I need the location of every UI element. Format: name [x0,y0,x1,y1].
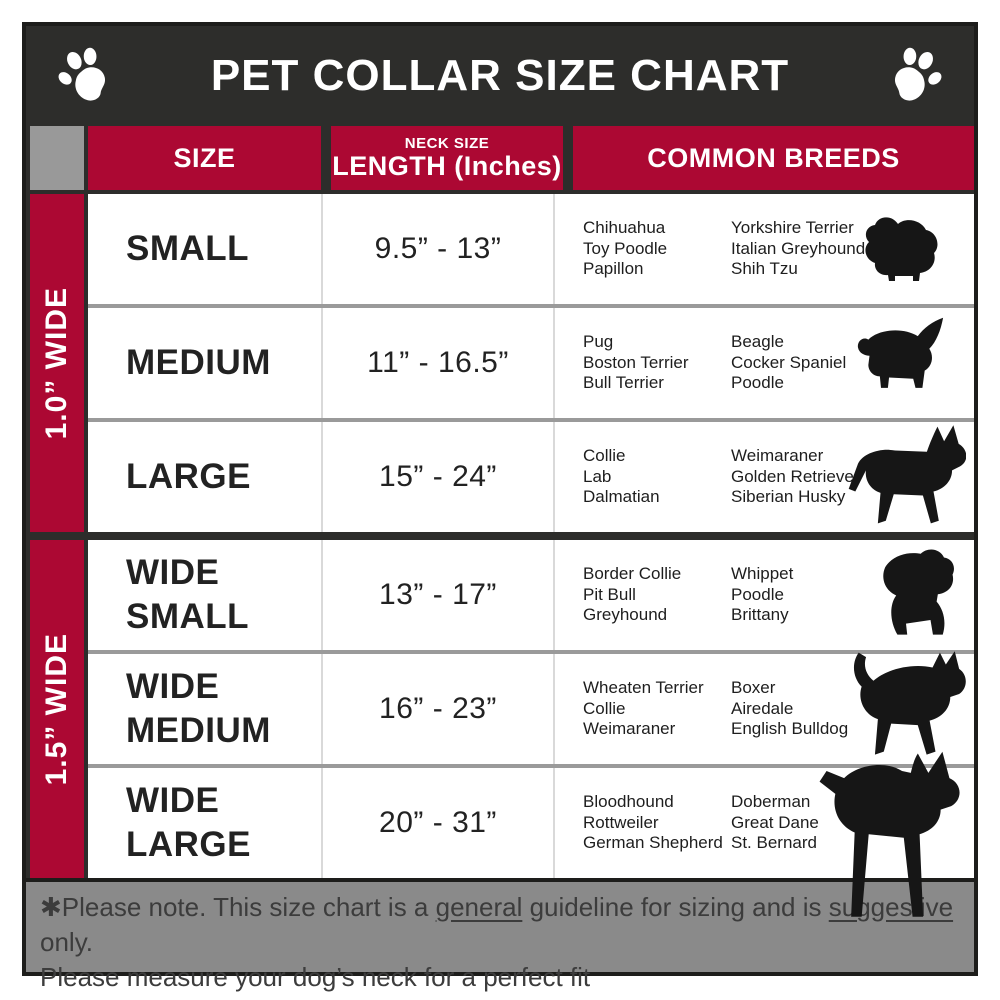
row-divider [88,764,974,768]
shepherd-silhouette-icon [848,422,974,532]
column-header-size: SIZE [88,126,321,190]
table-row-large: LARGE 15” - 24” Collie Lab Dalmatian Wei… [88,422,974,532]
width-group-label: 1.0” WIDE [40,286,73,440]
footer-note-line1: ✱Please note. This size chart is a gener… [40,890,960,960]
breed-list: Weimaraner Golden Retriever Siberian Hus… [731,445,860,507]
size-chart-poster: PET COLLAR SIZE CHART 1.0” WIDE 1.5” WID… [22,22,978,992]
footer-underlined-word: suggestive [828,892,954,922]
corner-cell [30,126,84,190]
column-header-label: LENGTH (Inches) [332,150,562,181]
size-label: LARGE [126,457,251,497]
table-row-medium: MEDIUM 11” - 16.5” Pug Boston Terrier Bu… [88,308,974,418]
footer-note-line2: Please measure your dog’s neck for a per… [40,962,591,993]
breeds-cell: Border Collie Pit Bull Greyhound Whippet… [553,540,974,650]
breed-list: Chihuahua Toy Poodle Papillon [583,217,668,279]
pomeranian-silhouette-icon [865,194,974,304]
breed-list: Yorkshire Terrier Italian Greyhound Shih… [731,217,866,279]
breed-list: Wheaten Terrier Collie Weimaraner [583,677,704,739]
table-row-wide-small: WIDE SMALL 13” - 17” Border Collie Pit B… [88,540,974,650]
size-label: WIDE MEDIUM [126,667,271,750]
page-title: PET COLLAR SIZE CHART [210,51,790,100]
neck-length-value: 15” - 24” [321,422,553,532]
beagle-silhouette-icon [857,308,974,418]
column-header-label: COMMON BREEDS [647,142,900,173]
footer-underlined-word: general [435,892,523,922]
breed-list: Border Collie Pit Bull Greyhound [583,563,682,625]
size-chart-table: 1.0” WIDE 1.5” WIDE SIZE NECK SIZE LENGT… [26,126,974,917]
neck-length-value: 11” - 16.5” [321,308,553,418]
doberman-silhouette-icon [819,751,974,917]
breed-list: Collie Lab Dalmatian [583,445,660,507]
row-divider [88,418,974,422]
breed-list: Beagle Cocker Spaniel Poodle [731,331,847,393]
table-row-wide-large: WIDE LARGE 20” - 31” Bloodhound Rottweil… [88,751,974,917]
footer-text: only. [40,927,93,958]
section-divider [88,532,974,540]
footer-note: ✱Please note. This size chart is a gener… [26,878,974,992]
table-row-wide-medium: WIDE MEDIUM 16” - 23” Wheaten Terrier Co… [88,651,974,764]
size-label: MEDIUM [126,343,271,383]
paw-icon [886,47,944,105]
width-group-column: 1.0” WIDE 1.5” WIDE [26,126,88,878]
title-bar: PET COLLAR SIZE CHART [26,26,974,126]
breed-list: Boxer Airedale English Bulldog [731,677,849,739]
column-header-sub-label: NECK SIZE [404,134,490,152]
size-label: WIDE SMALL [126,553,250,636]
breeds-cell: Pug Boston Terrier Bull Terrier Beagle C… [553,308,974,418]
breeds-cell: Chihuahua Toy Poodle Papillon Yorkshire … [553,194,974,304]
neck-length-value: 20” - 31” [321,768,553,878]
column-header-common-breeds: COMMON BREEDS [573,126,974,190]
column-header-label: SIZE [173,142,236,173]
size-label: SMALL [126,229,250,269]
width-group-1-0-wide: 1.0” WIDE [30,194,84,532]
footer-text: guideline for sizing and is [522,892,829,922]
column-header-neck-size-length: NECK SIZE LENGTH (Inches) [331,126,563,190]
table-row-small: SMALL 9.5” - 13” Chihuahua Toy Poodle Pa… [88,194,974,304]
bulldog-silhouette-icon [883,540,974,650]
size-label: WIDE LARGE [126,781,251,864]
breed-list: Bloodhound Rottweiler German Shepherd [583,791,723,853]
breeds-cell: Collie Lab Dalmatian Weimaraner Golden R… [553,422,974,532]
width-group-label: 1.5” WIDE [40,632,73,786]
breed-list: Pug Boston Terrier Bull Terrier [583,331,689,393]
pitbull-silhouette-icon [853,651,974,764]
row-divider [88,650,974,654]
neck-length-value: 13” - 17” [321,540,553,650]
neck-length-value: 16” - 23” [321,654,553,764]
breed-list: Whippet Poodle Brittany [731,563,794,625]
breeds-cell: Bloodhound Rottweiler German Shepherd Do… [553,751,974,917]
footer-text: ✱Please note. This size chart is a [40,892,436,922]
paw-icon [56,47,114,105]
breeds-cell: Wheaten Terrier Collie Weimaraner Boxer … [553,651,974,764]
row-divider [88,304,974,308]
neck-length-value: 9.5” - 13” [321,194,553,304]
width-group-1-5-wide: 1.5” WIDE [30,540,84,878]
table-header-row: SIZE NECK SIZE LENGTH (Inches) COMMON BR… [88,126,974,190]
breed-list: Doberman Great Dane St. Bernard [731,791,819,853]
